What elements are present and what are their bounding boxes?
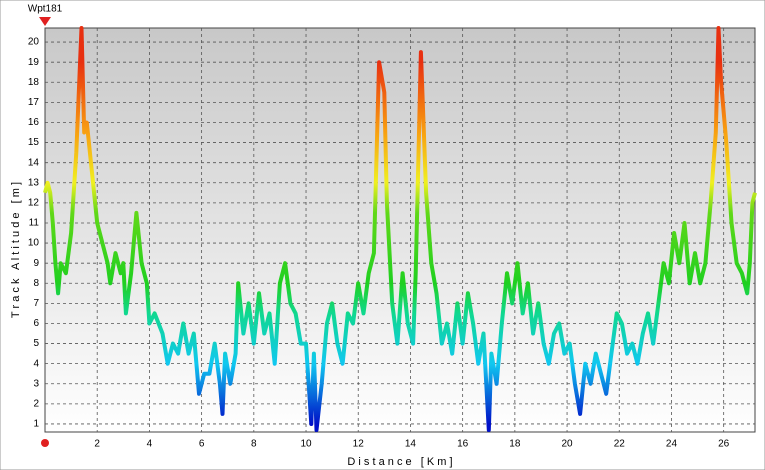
y-tick-label: 14 xyxy=(28,157,40,168)
x-tick-label: 12 xyxy=(353,439,365,450)
y-tick-label: 2 xyxy=(33,399,39,410)
x-tick-label: 14 xyxy=(405,439,417,450)
y-tick-label: 19 xyxy=(28,57,40,68)
x-tick-label: 22 xyxy=(614,439,626,450)
y-tick-label: 10 xyxy=(28,238,40,249)
y-tick-label: 5 xyxy=(33,338,39,349)
x-tick-label: 24 xyxy=(666,439,678,450)
plot-area xyxy=(44,27,756,433)
altitude-line xyxy=(43,26,757,432)
x-tick-label: 6 xyxy=(199,439,205,450)
y-tick-label: 15 xyxy=(28,137,40,148)
y-tick-label: 18 xyxy=(28,77,40,88)
y-tick-label: 8 xyxy=(33,278,39,289)
y-tick-label: 11 xyxy=(29,218,40,229)
y-tick-label: 1 xyxy=(33,419,39,430)
x-tick-label: 26 xyxy=(718,439,730,450)
y-tick-label: 17 xyxy=(28,97,40,108)
y-tick-label: 4 xyxy=(33,358,39,369)
x-tick-label: 4 xyxy=(147,439,153,450)
y-tick-label: 16 xyxy=(28,117,40,128)
waypoint-label: Wpt181 xyxy=(28,4,63,15)
x-tick-label: 10 xyxy=(300,439,312,450)
y-tick-label: 20 xyxy=(28,37,40,48)
y-tick-label: 7 xyxy=(33,298,39,309)
x-axis-title: D i s t a n c e [ K m ] xyxy=(347,456,452,468)
x-tick-label: 8 xyxy=(251,439,257,450)
start-marker xyxy=(41,439,49,447)
y-tick-label: 12 xyxy=(28,198,40,209)
x-tick-label: 2 xyxy=(94,439,100,450)
x-tick-label: 20 xyxy=(561,439,573,450)
y-axis-title: T r a c k A l t i t u d e [ m ] xyxy=(10,182,22,318)
y-tick-label: 9 xyxy=(33,258,39,269)
x-tick-label: 18 xyxy=(509,439,521,450)
y-tick-label: 6 xyxy=(33,318,39,329)
waypoint-marker xyxy=(39,17,51,26)
y-tick-label: 3 xyxy=(33,378,39,389)
x-tick-label: 16 xyxy=(457,439,469,450)
y-tick-label: 13 xyxy=(28,177,40,188)
